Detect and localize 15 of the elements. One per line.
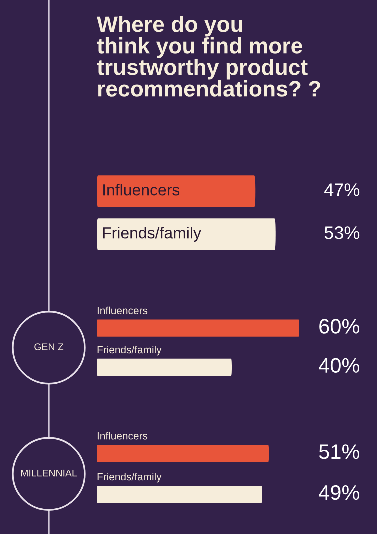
data-label: 47% xyxy=(324,184,360,196)
data-label: 53% xyxy=(324,226,360,240)
category-label: Friends/family xyxy=(98,473,162,483)
category-label: Influencers xyxy=(98,306,148,315)
data-label: 51% xyxy=(319,444,360,460)
chart-title: Where do you think you find more trustworthy product recommendations? ? xyxy=(97,16,320,97)
category-label: Influencers xyxy=(98,432,148,440)
data-label: 40% xyxy=(319,358,360,374)
data-label: 60% xyxy=(320,319,360,334)
category-label: Friends/family xyxy=(103,227,202,242)
data-label: 49% xyxy=(319,485,360,500)
category-label: Influencers xyxy=(104,184,180,196)
category-label: Friends/family xyxy=(98,346,162,356)
text: GEN Z xyxy=(34,344,64,350)
text: MILLENNIAL xyxy=(21,470,78,477)
